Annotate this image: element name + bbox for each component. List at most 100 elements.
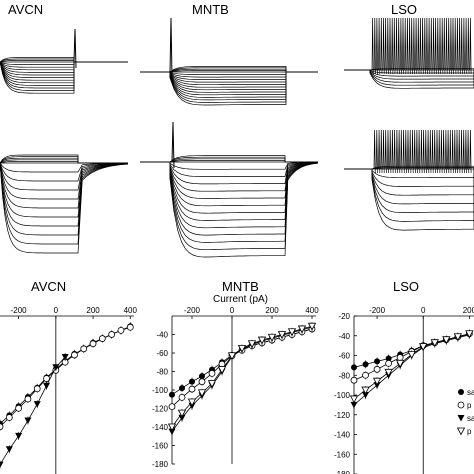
data-point [43, 382, 51, 390]
voltage-trace [0, 154, 128, 164]
x-tick-label: -200 [184, 306, 201, 315]
voltage-trace [140, 68, 318, 73]
data-point [188, 385, 196, 393]
data-point [0, 423, 4, 431]
iv-plot-lso: -200 0 200 -20 -40 -60 -80 -100 -120 -140 -160 -180 [334, 306, 474, 474]
voltage-trace [0, 61, 128, 81]
spike-train [373, 129, 472, 174]
iv-plot-avcn: -200 0 200 400 [0, 306, 137, 474]
y-tick-label: -180 [152, 460, 169, 469]
legend-label: p [467, 427, 472, 436]
voltage-trace [0, 60, 128, 63]
voltage-trace [0, 162, 129, 191]
iv-plot-mntb: -200 0 200 400 -40 -60 -80 -100 -120 -140 -160 -180 [152, 306, 319, 469]
voltage-trace [140, 161, 319, 199]
data-point [287, 328, 297, 337]
voltage-trace [344, 69, 474, 80]
data-point [385, 355, 392, 362]
y-tick-label: -60 [338, 352, 350, 361]
voltage-traces-avcn-row1 [0, 28, 128, 94]
voltage-trace [140, 71, 318, 86]
voltage-trace [140, 71, 318, 83]
data-point [169, 391, 175, 398]
voltage-trace [0, 61, 128, 89]
data-point [217, 366, 227, 374]
voltage-trace [140, 71, 318, 88]
data-point [178, 414, 186, 422]
data-point [33, 385, 41, 393]
voltage-trace [0, 159, 128, 164]
voltage-trace [140, 158, 318, 163]
data-point [362, 392, 370, 399]
data-point [89, 340, 97, 348]
voltage-trace [140, 71, 318, 96]
data-point [207, 380, 217, 388]
y-tick-label: -60 [156, 349, 168, 358]
data-point [0, 461, 4, 469]
voltage-trace [0, 162, 129, 254]
data-point [24, 417, 32, 425]
voltage-trace [140, 71, 318, 98]
voltage-trace [140, 161, 319, 258]
voltage-trace [0, 61, 128, 65]
data-point [80, 345, 88, 353]
data-point [373, 365, 381, 373]
legend-marker [456, 427, 466, 436]
voltage-trace [140, 71, 318, 101]
data-point [98, 335, 106, 342]
voltage-trace [140, 161, 319, 207]
data-point [385, 359, 393, 367]
data-point [419, 343, 428, 351]
voltage-trace [140, 161, 318, 185]
series-line [0, 326, 131, 427]
data-point [267, 333, 277, 342]
data-point [208, 369, 216, 377]
voltage-trace [0, 61, 128, 73]
voltage-traces-lso-row1 [344, 17, 474, 89]
data-point [177, 409, 187, 418]
voltage-trace [140, 71, 318, 91]
voltage-trace [0, 61, 128, 86]
voltage-trace [344, 168, 474, 187]
voltage-trace [140, 160, 318, 163]
data-point [168, 403, 176, 411]
voltage-trace [0, 162, 129, 227]
voltage-trace [344, 168, 474, 179]
data-point [362, 361, 369, 368]
voltage-trace [140, 161, 319, 192]
action-potential [73, 28, 77, 69]
voltage-traces-avcn-row2 [0, 154, 129, 254]
voltage-traces-lso-row2 [344, 129, 474, 231]
voltage-trace [0, 61, 128, 71]
data-point [168, 428, 176, 436]
data-point [189, 378, 195, 385]
voltage-trace [140, 161, 319, 251]
voltage-trace [140, 161, 318, 177]
voltage-trace [0, 61, 128, 91]
y-tick-label: -160 [334, 450, 351, 459]
series-line [171, 328, 313, 395]
data-point [52, 364, 60, 371]
y-tick-label: -140 [334, 431, 351, 440]
y-tick-label: -120 [334, 411, 351, 420]
voltage-trace [344, 168, 474, 231]
legend-marker [457, 415, 465, 422]
y-tick-label: -100 [334, 391, 351, 400]
voltage-traces-mntb-row1 [140, 17, 318, 106]
data-point [351, 364, 357, 371]
y-tick-label: -20 [338, 312, 350, 321]
y-tick-label: -140 [152, 423, 169, 432]
voltage-trace [140, 71, 318, 75]
y-tick-label: -120 [152, 405, 169, 414]
voltage-trace [0, 162, 129, 218]
x-tick-label: 400 [305, 306, 319, 315]
y-tick-label: -40 [338, 332, 350, 341]
recording-title-lso-row1: LSO [391, 2, 417, 17]
data-point [187, 398, 197, 407]
voltage-trace [140, 161, 319, 243]
legend-marker [457, 401, 465, 409]
data-point [362, 371, 369, 379]
voltage-trace [140, 161, 319, 236]
data-point [179, 385, 185, 392]
recording-title-mntb-row1: MNTB [192, 2, 229, 17]
